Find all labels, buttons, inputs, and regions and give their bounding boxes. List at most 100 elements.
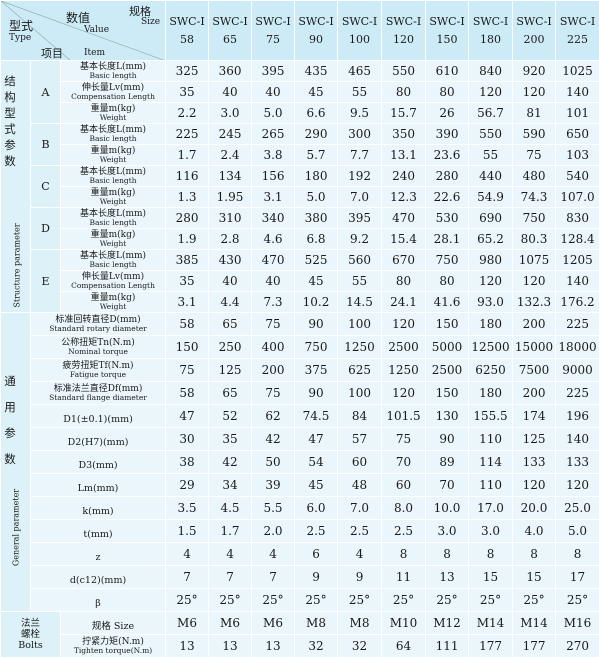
value-cell: 7.3 [252, 292, 295, 313]
value-text: 25° [480, 593, 501, 607]
value-cell: 54.9 [469, 187, 513, 208]
value-label: 数值 [66, 9, 90, 26]
value-text: 38 [179, 455, 194, 469]
value-cell: 196 [556, 405, 599, 428]
value-cell: 1.3 [166, 187, 209, 208]
value-cell: 156 [252, 166, 295, 187]
param-name: 基本长度L(mm)Basic length [61, 250, 166, 271]
value-text: 7.7 [350, 148, 369, 162]
value-text: 560 [348, 253, 371, 267]
value-cell: 25° [513, 589, 556, 612]
value-text: 2500 [432, 363, 463, 377]
value-text: 12.3 [390, 190, 417, 204]
value-cell: 174 [513, 405, 556, 428]
value-cell: 48 [338, 474, 382, 497]
type-letter: C [31, 166, 61, 208]
value-cell: 7.7 [338, 145, 382, 166]
value-cell: 25° [556, 589, 599, 612]
value-cell: 225 [556, 382, 599, 405]
value-text: 10.2 [303, 295, 330, 309]
value-cell: 530 [426, 208, 469, 229]
value-text: 35 [179, 274, 194, 288]
general-label-char: 通 [3, 373, 17, 389]
value-cell: 6 [295, 543, 338, 566]
value-text: 25° [349, 593, 370, 607]
value-cell: 84 [338, 405, 382, 428]
value-text: 440 [479, 169, 502, 183]
value-text: 150 [176, 340, 199, 354]
value-text: 750 [436, 253, 459, 267]
value-text: 225 [176, 127, 199, 141]
value-text: 1.9 [177, 232, 196, 246]
value-text: 74.3 [521, 190, 548, 204]
type-letter-text: D [41, 222, 50, 235]
param-name-en: Basic length [61, 72, 165, 80]
value-cell: 180 [295, 166, 338, 187]
general-label-char: 数 [3, 451, 17, 467]
value-cell: 200 [513, 313, 556, 336]
value-cell: 9 [295, 566, 338, 589]
value-text: 101 [566, 106, 589, 120]
value-cell: 470 [252, 250, 295, 271]
value-cell: 340 [252, 208, 295, 229]
structure-label-en: Structure parameter [13, 218, 22, 313]
value-cell: M14 [469, 612, 513, 635]
value-text: 9000 [562, 363, 593, 377]
general-label-en: General parameter [12, 483, 21, 573]
value-text: 2.2 [177, 106, 196, 120]
value-text: 150 [436, 317, 459, 331]
value-cell: 1.9 [166, 229, 209, 250]
value-cell: 2.5 [382, 520, 426, 543]
value-cell: 3.0 [209, 103, 252, 124]
value-text: 1.95 [217, 190, 244, 204]
value-cell: 13.1 [382, 145, 426, 166]
size-prefix: SWC-Ⅰ [386, 16, 421, 28]
value-text: 35 [179, 85, 194, 99]
value-text: 52 [222, 409, 237, 423]
value-text: 750 [305, 340, 328, 354]
value-cell: 50 [252, 451, 295, 474]
value-text: M14 [520, 616, 548, 630]
value-text: 10.0 [434, 501, 461, 515]
value-cell: 4.6 [252, 229, 295, 250]
value-cell: 41.6 [426, 292, 469, 313]
value-text: 550 [479, 127, 502, 141]
value-cell: 265 [252, 124, 295, 145]
param-name: 基本长度L(mm)Basic length [61, 61, 166, 82]
value-text: 40 [265, 85, 280, 99]
value-cell: 75 [513, 145, 556, 166]
value-text: 80.3 [521, 232, 548, 246]
value-cell: 200 [252, 359, 295, 382]
value-text: 3.0 [437, 524, 456, 538]
value-text: 25° [219, 593, 240, 607]
value-text: 7500 [519, 363, 550, 377]
value-cell: 4 [166, 543, 209, 566]
value-text: 116 [176, 169, 199, 183]
param-name-cn: D2(H7)(mm) [68, 437, 129, 448]
value-cell: 1.5 [166, 520, 209, 543]
value-text: 40 [222, 85, 237, 99]
value-text: 128.4 [560, 232, 594, 246]
param-name: t(mm) [31, 520, 166, 543]
value-text: 80 [439, 274, 454, 288]
value-cell: 5.7 [295, 145, 338, 166]
value-cell: 7500 [513, 359, 556, 382]
value-cell: 40 [209, 271, 252, 292]
value-cell: 4.4 [209, 292, 252, 313]
value-text: 7.3 [263, 295, 282, 309]
value-cell: 1.7 [166, 145, 209, 166]
value-text: 57 [352, 432, 367, 446]
param-name: 重量m(kg)Weight [61, 292, 166, 313]
value-text: 15.7 [390, 106, 417, 120]
size-value: 90 [309, 33, 323, 46]
value-text: 192 [348, 169, 371, 183]
value-text: M6 [263, 616, 283, 630]
type-letter: A [31, 61, 61, 124]
value-cell: 10.2 [295, 292, 338, 313]
